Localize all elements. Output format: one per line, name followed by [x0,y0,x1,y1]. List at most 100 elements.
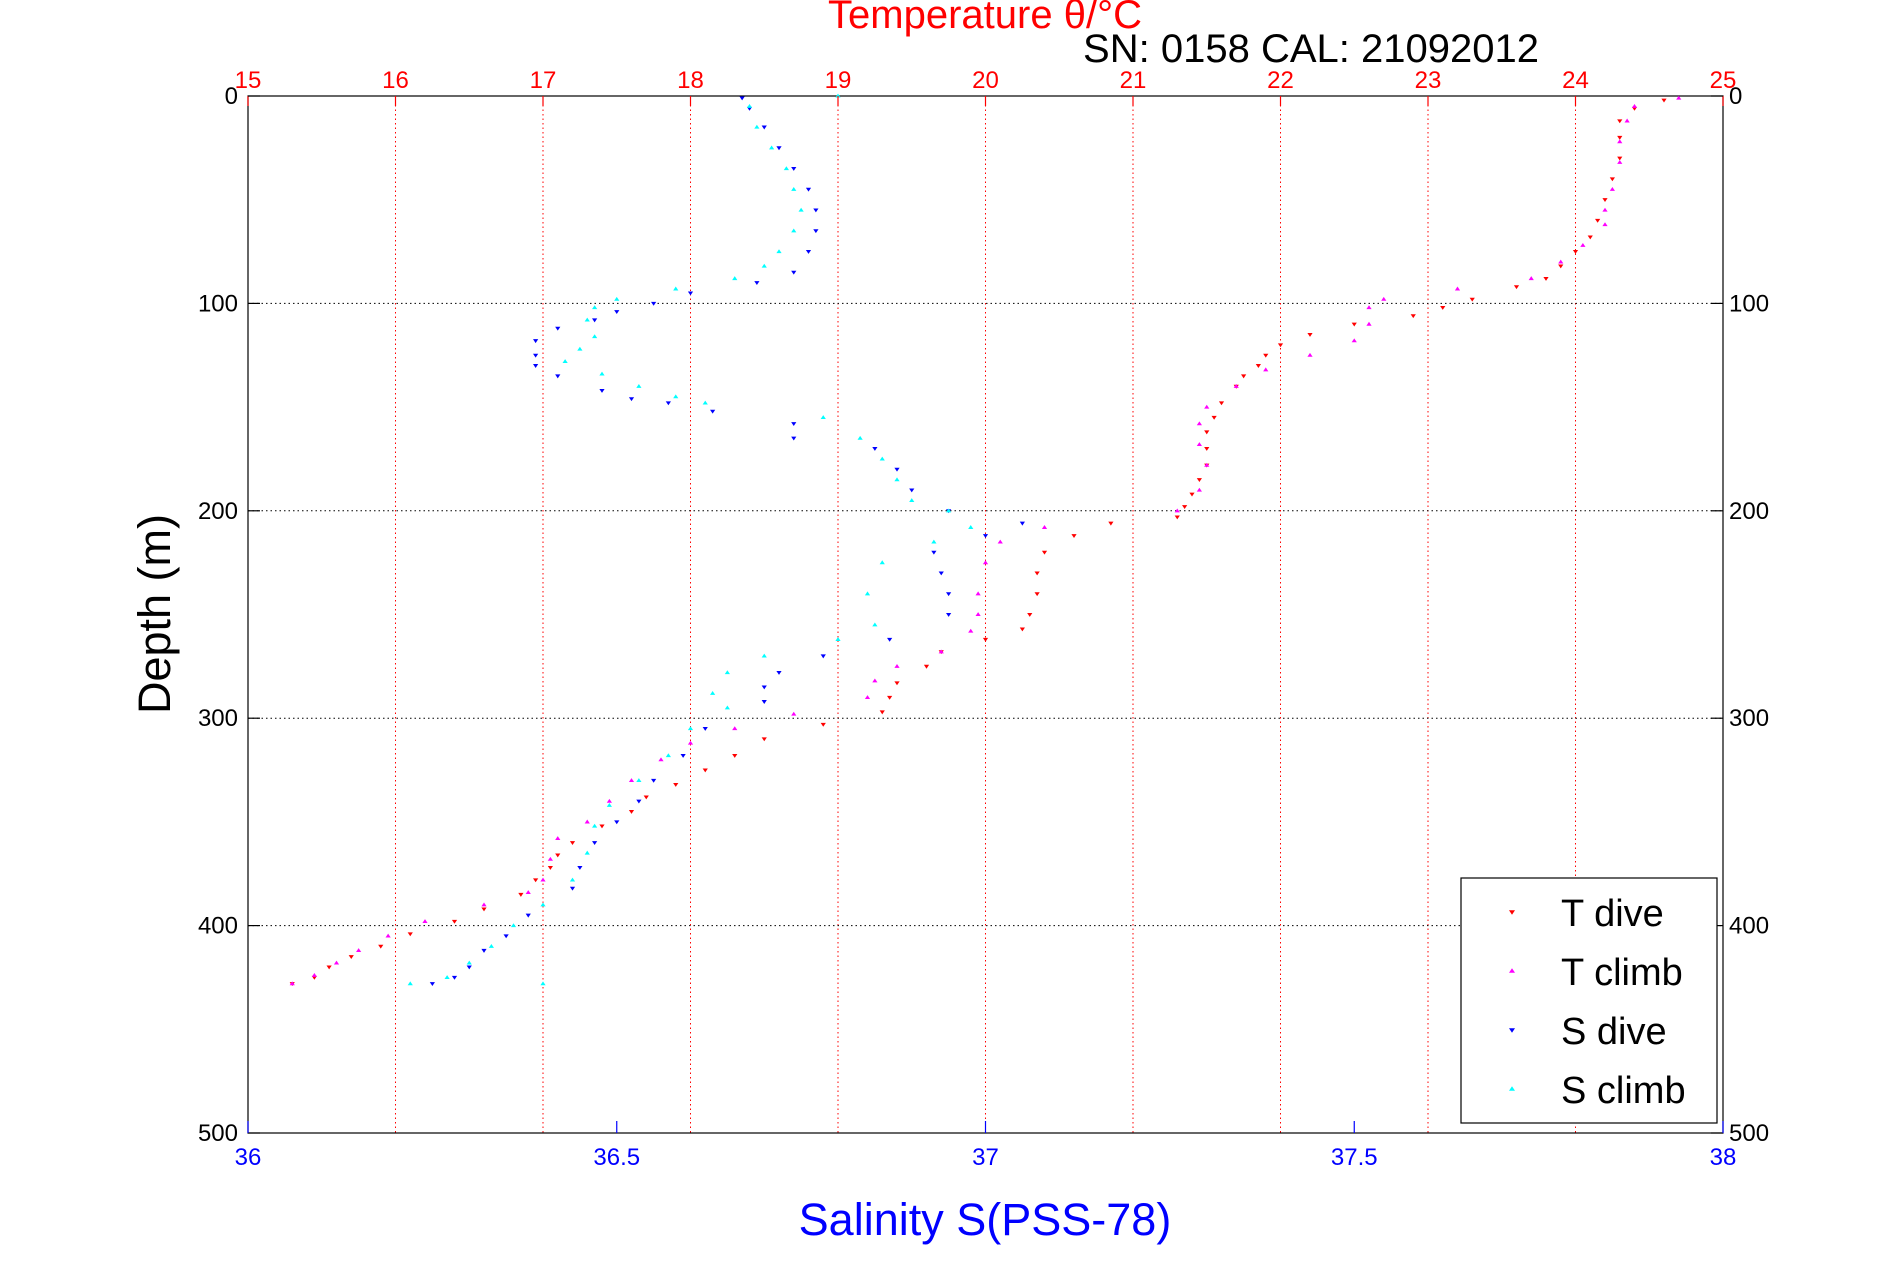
data-point [1255,364,1261,368]
y-tick-label-right: 500 [1729,1120,1769,1147]
y-tick-label-left: 300 [198,705,238,732]
data-point [1469,297,1475,302]
data-point [857,435,863,440]
data-point [429,982,435,987]
data-point [555,853,561,858]
data-point [946,592,952,597]
data-point [592,318,598,323]
data-point [872,447,878,451]
data-point [1617,156,1623,161]
data-point [732,276,738,281]
data-point [938,649,944,654]
data-point [1609,177,1615,182]
data-point [968,628,974,633]
data-point [894,664,900,668]
data-point [665,401,671,406]
series-group [289,93,1682,987]
data-point [628,397,635,402]
data-point [599,371,605,376]
data-point [540,877,546,882]
data-point [577,346,583,351]
data-point [555,326,561,331]
data-point [1174,515,1180,520]
data-point [791,167,797,171]
data-point [754,281,760,285]
data-point [289,981,295,986]
data-point [931,550,937,555]
data-point [982,637,989,642]
bottom-tick-label: 37.5 [1331,1144,1378,1171]
data-point [702,727,708,731]
data-point [1196,442,1202,446]
bottom-tick-label: 36 [235,1144,262,1171]
data-point [724,670,730,675]
top-tick-label: 18 [677,67,704,94]
data-point [326,965,332,970]
data-point [1204,430,1210,435]
data-point [820,415,826,420]
data-point [651,301,657,306]
data-point [1440,305,1446,310]
data-point [614,310,620,315]
data-point [687,291,694,296]
data-point [887,695,893,700]
data-point [1241,374,1247,379]
data-point [407,981,413,986]
data-point [348,955,354,960]
data-point [1602,207,1608,212]
data-point [636,384,642,388]
legend-box [1460,877,1718,1124]
data-point [422,919,428,924]
data-point [569,877,576,882]
data-point [761,737,767,742]
data-point [385,933,391,938]
data-point [1174,508,1180,513]
data-point [872,678,878,683]
data-point [569,886,576,891]
data-point [813,208,819,213]
data-point [791,436,797,441]
data-point [1595,218,1601,223]
data-point [746,104,753,108]
data-point [879,456,885,461]
data-point [791,228,797,233]
data-point [614,820,620,825]
data-point [997,539,1003,544]
data-point [673,394,679,399]
data-point [1587,235,1593,240]
data-point [1204,447,1210,451]
data-point [813,229,819,234]
x-axis-label: Salinity S(PSS-78) [799,1194,1172,1245]
data-point [1263,367,1269,372]
data-point [1041,550,1048,555]
data-point [1196,478,1202,483]
data-point [407,932,413,937]
data-point [1071,534,1077,539]
data-point [569,841,576,845]
data-point [658,757,664,762]
data-point [1609,186,1615,191]
data-point [1528,276,1534,281]
data-point [702,400,708,405]
data-point [333,960,340,965]
data-point [628,809,635,814]
data-point [518,892,524,897]
y-tick-label-right: 300 [1729,705,1769,732]
data-point [533,364,539,368]
data-point [805,249,812,254]
data-point [769,145,775,150]
data-point [481,948,487,953]
data-point [1366,321,1372,326]
data-point [798,207,804,212]
data-point [592,305,598,310]
data-point [562,359,568,364]
data-point [540,981,546,986]
data-point [776,249,782,254]
data-point [680,753,686,758]
data-point [356,948,362,953]
data-point [909,498,915,502]
data-point [1351,322,1357,327]
data-point [466,965,472,970]
data-point [606,798,612,803]
data-point [761,685,767,690]
